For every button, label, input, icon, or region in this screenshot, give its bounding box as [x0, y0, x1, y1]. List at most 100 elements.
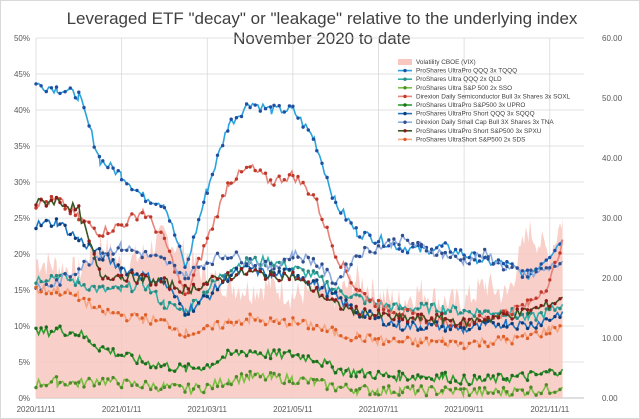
series-point-1	[344, 295, 348, 299]
series-point-4	[405, 378, 410, 382]
series-point-2	[339, 385, 343, 389]
series-point-5	[448, 327, 453, 332]
series-point-5	[440, 324, 444, 329]
series-point-8	[202, 326, 206, 331]
series-point-0	[287, 104, 292, 108]
series-point-7	[400, 317, 405, 322]
legend-label-vix: Volatility CBOE (VIX)	[416, 59, 476, 66]
series-point-4	[116, 353, 120, 357]
series-point-1	[92, 284, 96, 289]
series-point-8	[397, 340, 401, 344]
series-point-6	[416, 240, 420, 245]
series-point-8	[296, 322, 300, 326]
series-point-1	[472, 314, 477, 318]
series-point-0	[49, 86, 54, 90]
series-point-4	[411, 374, 415, 379]
series-point-7	[496, 316, 501, 320]
series-point-4	[130, 353, 134, 357]
series-point-7	[178, 290, 182, 294]
series-point-7	[39, 198, 43, 202]
series-point-6	[486, 255, 490, 259]
series-point-7	[354, 304, 358, 309]
series-point-8	[405, 335, 410, 339]
series-point-5	[44, 218, 48, 223]
series-point-4	[525, 378, 530, 382]
series-point-7	[330, 297, 334, 301]
series-point-8	[459, 341, 463, 345]
series-point-4	[287, 349, 292, 353]
series-point-2	[462, 387, 466, 391]
series-point-8	[49, 291, 54, 296]
series-point-7	[392, 317, 396, 322]
series-point-6	[400, 233, 405, 238]
series-point-3	[140, 211, 144, 215]
series-point-7	[424, 319, 429, 323]
x-tick-label: 2021/07/11	[359, 405, 399, 414]
series-point-0	[344, 218, 348, 222]
series-point-3	[387, 309, 391, 313]
series-point-2	[116, 382, 120, 386]
series-point-7	[268, 272, 273, 277]
series-point-8	[215, 319, 220, 324]
series-point-0	[63, 90, 67, 94]
series-point-7	[97, 267, 102, 271]
series-point-0	[263, 107, 268, 111]
series-point-8	[534, 330, 538, 334]
series-point-6	[515, 266, 519, 270]
series-point-0	[315, 149, 319, 153]
series-point-7	[529, 308, 533, 312]
series-point-2	[411, 384, 415, 388]
series-point-2	[263, 378, 268, 382]
x-tick-label: 2021/05/11	[273, 405, 313, 414]
series-point-7	[173, 286, 177, 290]
series-point-7	[253, 268, 257, 272]
series-point-7	[459, 321, 463, 325]
series-point-1	[477, 310, 482, 314]
series-lines-layer	[34, 82, 564, 399]
series-point-0	[130, 187, 134, 192]
series-point-2	[58, 380, 62, 385]
series-point-5	[325, 294, 329, 299]
series-point-0	[534, 267, 538, 271]
series-point-3	[376, 298, 381, 303]
series-point-4	[253, 350, 257, 354]
series-point-8	[244, 317, 249, 321]
series-point-7	[387, 313, 391, 317]
series-point-6	[467, 262, 471, 266]
series-point-3	[111, 229, 115, 233]
series-point-2	[510, 393, 514, 397]
series-point-3	[101, 234, 105, 238]
series-point-4	[453, 379, 458, 383]
series-point-6	[553, 264, 557, 268]
series-point-0	[373, 241, 377, 245]
series-point-3	[501, 309, 506, 313]
series-point-4	[173, 369, 177, 373]
series-point-2	[296, 381, 300, 385]
series-point-6	[405, 238, 410, 242]
series-point-3	[334, 255, 338, 259]
series-point-4	[162, 363, 167, 367]
series-point-5	[97, 247, 102, 251]
series-point-2	[472, 387, 477, 391]
series-point-5	[496, 322, 501, 326]
x-tick-label: 2021/09/11	[444, 405, 484, 414]
series-point-8	[268, 316, 273, 320]
series-point-0	[472, 251, 477, 255]
right-tick-label: 50.00	[602, 94, 623, 103]
series-point-8	[178, 333, 182, 337]
series-point-3	[400, 313, 405, 317]
series-point-4	[210, 362, 215, 366]
series-point-3	[125, 223, 129, 227]
series-point-8	[381, 342, 386, 346]
series-point-0	[253, 103, 257, 107]
series-point-7	[462, 317, 466, 321]
series-point-7	[443, 317, 447, 321]
series-point-1	[459, 311, 463, 315]
series-point-1	[311, 269, 316, 273]
series-point-3	[197, 256, 201, 261]
series-point-7	[68, 209, 73, 213]
series-point-1	[397, 307, 401, 311]
x-axis: 2020/11/11 2021/01/11 2021/03/11 2021/05/11…	[17, 405, 570, 414]
series-point-7	[119, 273, 124, 278]
series-point-1	[483, 309, 487, 313]
